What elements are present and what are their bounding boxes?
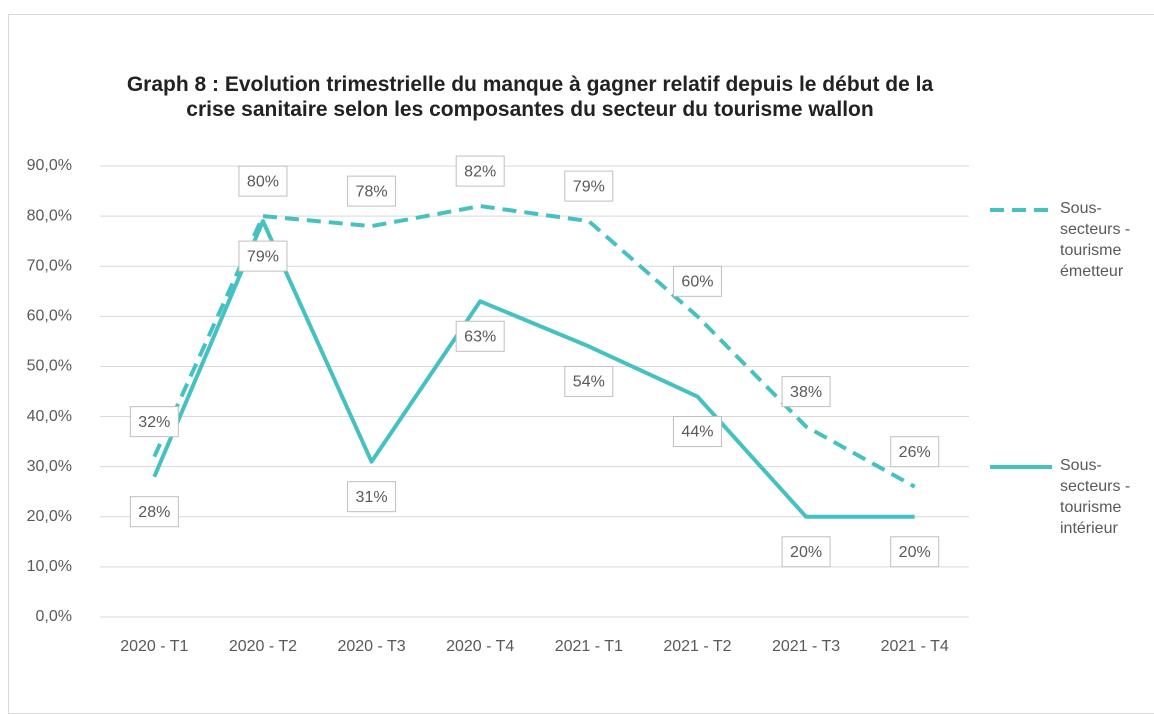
data-label: 31% — [356, 489, 388, 506]
data-label-box — [347, 481, 397, 513]
data-label: 32% — [138, 414, 170, 431]
data-label: 79% — [573, 178, 605, 195]
data-label-box — [347, 175, 397, 207]
data-label: 82% — [464, 163, 496, 180]
data-label-box — [129, 496, 179, 528]
data-label-box — [781, 376, 831, 408]
data-label: 80% — [247, 173, 279, 190]
x-tick-label: 2020 - T4 — [446, 638, 514, 655]
y-tick-label: 40,0% — [27, 408, 72, 425]
data-label-box — [672, 265, 722, 297]
x-tick-label: 2020 - T3 — [337, 638, 405, 655]
y-tick-label: 70,0% — [27, 257, 72, 274]
series-line — [152, 204, 916, 489]
data-label-box — [238, 165, 288, 197]
y-tick-label: 60,0% — [27, 308, 72, 325]
data-label-box — [455, 320, 505, 352]
data-label: 28% — [138, 504, 170, 521]
x-tick-label: 2021 - T4 — [881, 638, 949, 655]
data-label-box — [564, 170, 614, 202]
data-label: 20% — [899, 544, 931, 561]
data-label: 60% — [681, 274, 713, 291]
data-label: 20% — [790, 544, 822, 561]
y-tick-label: 20,0% — [27, 508, 72, 525]
x-tick-label: 2021 - T2 — [663, 638, 731, 655]
data-label: 79% — [247, 248, 279, 265]
data-label-box — [564, 365, 614, 397]
data-label: 78% — [356, 183, 388, 200]
x-tick-label: 2020 - T2 — [229, 638, 297, 655]
x-tick-label: 2021 - T3 — [772, 638, 840, 655]
data-label: 44% — [681, 424, 713, 441]
y-tick-label: 30,0% — [27, 458, 72, 475]
y-tick-label: 0,0% — [36, 608, 72, 625]
data-label-box — [455, 155, 505, 187]
data-label: 38% — [790, 384, 822, 401]
y-tick-label: 90,0% — [27, 157, 72, 174]
x-tick-label: 2021 - T1 — [555, 638, 623, 655]
data-label: 26% — [899, 444, 931, 461]
data-label: 63% — [464, 329, 496, 346]
chart-title: Graph 8 : Evolution trimestrielle du man… — [126, 73, 934, 121]
data-label-box — [672, 416, 722, 448]
data-label-box — [129, 406, 179, 438]
data-label: 54% — [573, 374, 605, 391]
data-label-box — [238, 240, 288, 272]
legend-label: Sous-secteurs - tourisme émetteur — [1060, 200, 1131, 280]
data-label-box — [781, 536, 831, 568]
x-tick-label: 2020 - T1 — [120, 638, 188, 655]
data-label-box — [890, 436, 940, 468]
legend-label: Sous-secteurs - tourisme intérieur — [1060, 457, 1131, 537]
y-tick-label: 50,0% — [27, 358, 72, 375]
y-tick-label: 10,0% — [27, 558, 72, 575]
data-label-box — [890, 536, 940, 568]
y-tick-label: 80,0% — [27, 207, 72, 224]
